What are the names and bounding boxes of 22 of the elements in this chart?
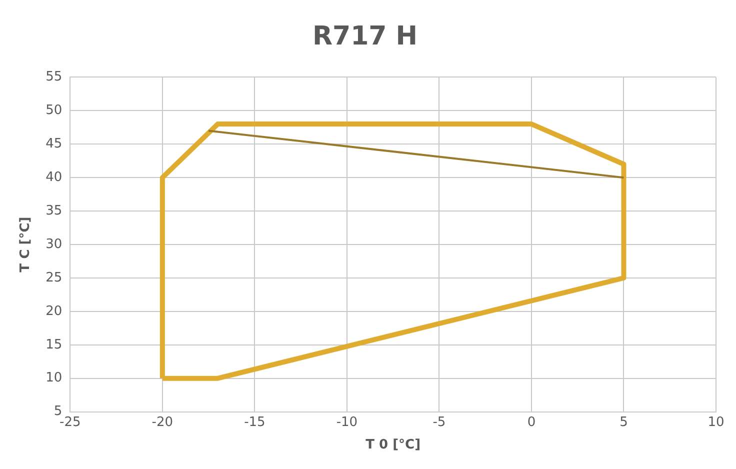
x-tick-label: -5 — [432, 414, 446, 430]
x-axis-title: T 0 [°C] — [366, 438, 421, 453]
y-tick-label: 30 — [46, 236, 62, 252]
y-tick-label: 45 — [46, 136, 62, 152]
chart-title: R717 H — [312, 21, 418, 52]
x-tick-label: -15 — [244, 414, 266, 430]
y-axis-title: T C [°C] — [18, 216, 34, 272]
x-tick-label: 0 — [527, 414, 536, 430]
y-tick-label: 15 — [46, 337, 62, 352]
y-tick-label: 5 — [54, 404, 62, 420]
x-tick-label: 5 — [620, 414, 628, 430]
y-tick-label: 25 — [46, 270, 62, 286]
x-tick-label: -20 — [152, 414, 174, 430]
x-tick-label: -10 — [336, 414, 358, 430]
y-tick-label: 35 — [46, 203, 62, 218]
y-tick-label: 40 — [46, 170, 62, 185]
y-tick-label: 20 — [46, 304, 62, 319]
y-tick-label: 10 — [46, 370, 62, 386]
x-tick-label: 10 — [708, 414, 724, 430]
x-tick-label: -25 — [60, 414, 81, 430]
y-tick-label: 55 — [46, 70, 62, 85]
y-tick-label: 50 — [46, 103, 62, 118]
